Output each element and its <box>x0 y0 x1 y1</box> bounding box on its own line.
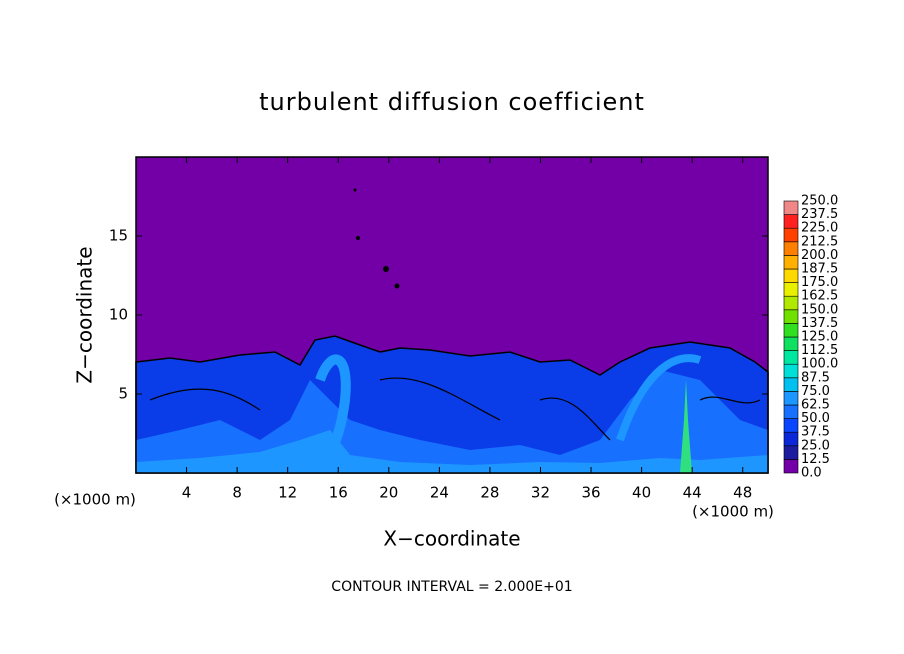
x-tick-label: 16 <box>329 484 348 502</box>
colorbar-label: 162.5 <box>801 289 838 304</box>
x-tick-label: 4 <box>182 484 192 502</box>
y-axis-label: Z−coordinate <box>73 246 97 383</box>
field-spot <box>353 188 357 192</box>
x-tick-label: 40 <box>632 484 651 502</box>
colorbar-box <box>783 391 799 406</box>
y-unit: (×1000 m) <box>54 491 136 509</box>
field-spot <box>356 236 360 240</box>
colorbar-label: 225.0 <box>801 221 838 236</box>
colorbar-box <box>783 404 799 419</box>
colorbar-box <box>783 295 799 311</box>
colorbar-label: 50.0 <box>801 411 830 426</box>
y-tick-label: 5 <box>118 385 128 403</box>
colorbar-label: 25.0 <box>801 438 830 453</box>
colorbar-label: 200.0 <box>801 248 838 263</box>
colorbar-label: 62.5 <box>801 398 830 413</box>
annotation: CONTOUR INTERVAL = 2.000E+01 <box>331 579 572 595</box>
colorbar-label: 75.0 <box>801 384 830 399</box>
colorbar-label: 125.0 <box>801 330 838 345</box>
field-region <box>616 354 702 442</box>
x-tick-label: 44 <box>683 484 702 502</box>
x-tick-label: 12 <box>278 484 297 502</box>
colorbar-box <box>783 350 799 365</box>
x-tick-label: 8 <box>232 484 242 502</box>
colorbar-box <box>783 282 799 297</box>
colorbar-box <box>783 377 799 392</box>
colorbar-box <box>783 336 799 351</box>
colorbar-box <box>783 363 799 379</box>
y-tick-label: 15 <box>109 227 128 245</box>
colorbar-label: 187.5 <box>801 262 838 277</box>
colorbar-label: 237.5 <box>801 207 838 222</box>
x-axis-label: X−coordinate <box>383 527 520 551</box>
colorbar-box <box>783 418 799 433</box>
colorbar-label: 87.5 <box>801 370 830 385</box>
colorbar-box <box>783 214 799 229</box>
colorbar-label: 37.5 <box>801 425 830 440</box>
colorbar-label: 112.5 <box>801 343 838 358</box>
colorbar-box <box>783 268 799 283</box>
colorbar-label: 175.0 <box>801 275 838 290</box>
colorbar-box <box>783 445 799 460</box>
colorbar-box <box>783 431 799 447</box>
colorbar-label: 100.0 <box>801 357 838 372</box>
colorbar-box <box>783 200 799 215</box>
colorbar-label: 12.5 <box>801 452 830 467</box>
colorbar-label: 137.5 <box>801 316 838 331</box>
colorbar-box <box>783 309 799 324</box>
x-tick-label: 32 <box>531 484 550 502</box>
colorbar-box <box>783 227 799 243</box>
x-tick-label: 48 <box>733 484 752 502</box>
field-spot <box>383 266 389 272</box>
chart-title: turbulent diffusion coefficient <box>259 88 645 116</box>
contour-line <box>149 377 761 441</box>
field-spot <box>394 283 400 289</box>
colorbar-label: 250.0 <box>801 194 838 209</box>
field-region <box>136 430 768 473</box>
colorbar-box <box>783 323 799 338</box>
colorbar-label: 0.0 <box>801 466 822 481</box>
x-unit: (×1000 m) <box>692 503 774 521</box>
x-tick-label: 24 <box>430 484 449 502</box>
colorbar-box <box>783 241 799 256</box>
y-tick-label: 10 <box>109 306 128 324</box>
colorbar-label: 212.5 <box>801 234 838 249</box>
x-tick-label: 28 <box>480 484 499 502</box>
colorbar-label: 150.0 <box>801 302 838 317</box>
colorbar-box <box>783 255 799 270</box>
contour-field <box>135 157 769 474</box>
x-tick-label: 36 <box>581 484 600 502</box>
x-tick-label: 20 <box>379 484 398 502</box>
field-region <box>680 380 692 473</box>
field-region <box>315 354 351 472</box>
colorbar-box <box>783 459 799 474</box>
